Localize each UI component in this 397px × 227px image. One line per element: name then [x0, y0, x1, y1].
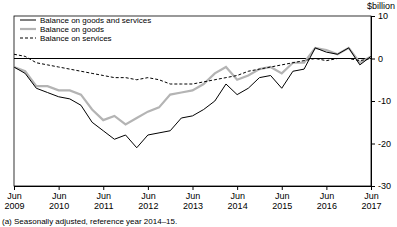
footnote: (a) Seasonally adjusted, reference year …: [2, 217, 177, 226]
x-axis: Jun2009 Jun2010 Jun2011 Jun2012 Jun2013 Jun20…: [4, 186, 381, 211]
x-tick-mark: [282, 186, 283, 190]
y-tick: -10: [371, 96, 391, 106]
series-line: [14, 48, 371, 125]
y-tick-mark: [371, 144, 375, 145]
legend-label: Balance on services: [40, 34, 112, 43]
x-tick-mark: [59, 186, 60, 190]
x-tick: Jun2016: [317, 186, 337, 211]
x-tick-mark: [14, 186, 15, 190]
y-tick-mark: [371, 101, 375, 102]
x-tick-label: Jun2011: [94, 191, 113, 211]
x-tick-label: Jun2010: [49, 191, 69, 211]
y-axis-line: [372, 17, 376, 187]
y-axis-title: $billion: [367, 1, 395, 11]
legend: Balance on goods and servicesBalance on …: [20, 16, 151, 43]
y-tick-label: 0: [378, 54, 383, 64]
x-tick-label: Jun2017: [361, 191, 381, 211]
legend-label: Balance on goods and services: [40, 16, 151, 25]
x-tick-mark: [193, 186, 194, 190]
y-tick-mark: [371, 59, 375, 60]
y-tick: 0: [371, 54, 383, 64]
x-tick: Jun2014: [228, 186, 248, 211]
x-tick: Jun2013: [183, 186, 203, 211]
x-tick: Jun2015: [272, 186, 292, 211]
x-tick: Jun2011: [94, 186, 113, 211]
legend-item: Balance on goods: [20, 25, 104, 34]
legend-label: Balance on goods: [40, 25, 104, 34]
y-tick: -30: [371, 181, 391, 191]
plot: -30 -20 -10 0 10 Jun2009 Jun2010 Jun2011 Jun2012…: [4, 11, 391, 211]
x-tick-label: Jun2013: [183, 191, 203, 211]
legend-swatch: [20, 28, 36, 30]
y-tick-label: -20: [378, 139, 391, 149]
x-tick: Jun2010: [49, 186, 69, 211]
series-line: [14, 48, 371, 148]
legend-item: Balance on goods and services: [20, 16, 151, 25]
x-tick: Jun2012: [138, 186, 158, 211]
x-tick: Jun2009: [4, 186, 24, 211]
series-lines: [14, 48, 371, 148]
y-axis: -30 -20 -10 0 10: [371, 11, 391, 191]
chart: -30 -20 -10 0 10 Jun2009 Jun2010 Jun2011 Jun2012…: [0, 0, 397, 227]
x-tick-mark: [371, 186, 372, 190]
series-line: [14, 54, 371, 84]
y-tick: 10: [371, 11, 388, 21]
x-tick-label: Jun2012: [138, 191, 158, 211]
y-tick: -20: [371, 139, 391, 149]
x-axis-line: [15, 187, 372, 191]
y-tick-label: -30: [378, 181, 391, 191]
x-tick-label: Jun2014: [228, 191, 248, 211]
y-tick-label: 10: [378, 11, 388, 21]
legend-swatch: [20, 20, 36, 21]
x-tick-mark: [326, 186, 327, 190]
legend-swatch: [20, 38, 36, 39]
x-tick-label: Jun2016: [317, 191, 337, 211]
y-tick-label: -10: [378, 96, 391, 106]
plot-frame: [14, 16, 371, 186]
y-tick-mark: [371, 16, 375, 17]
x-tick-label: Jun2015: [272, 191, 292, 211]
x-tick-label: Jun2009: [4, 191, 24, 211]
x-tick-mark: [148, 186, 149, 190]
x-tick: Jun2017: [361, 186, 381, 211]
legend-item: Balance on services: [20, 34, 112, 43]
x-tick-mark: [103, 186, 104, 190]
x-tick-mark: [237, 186, 238, 190]
